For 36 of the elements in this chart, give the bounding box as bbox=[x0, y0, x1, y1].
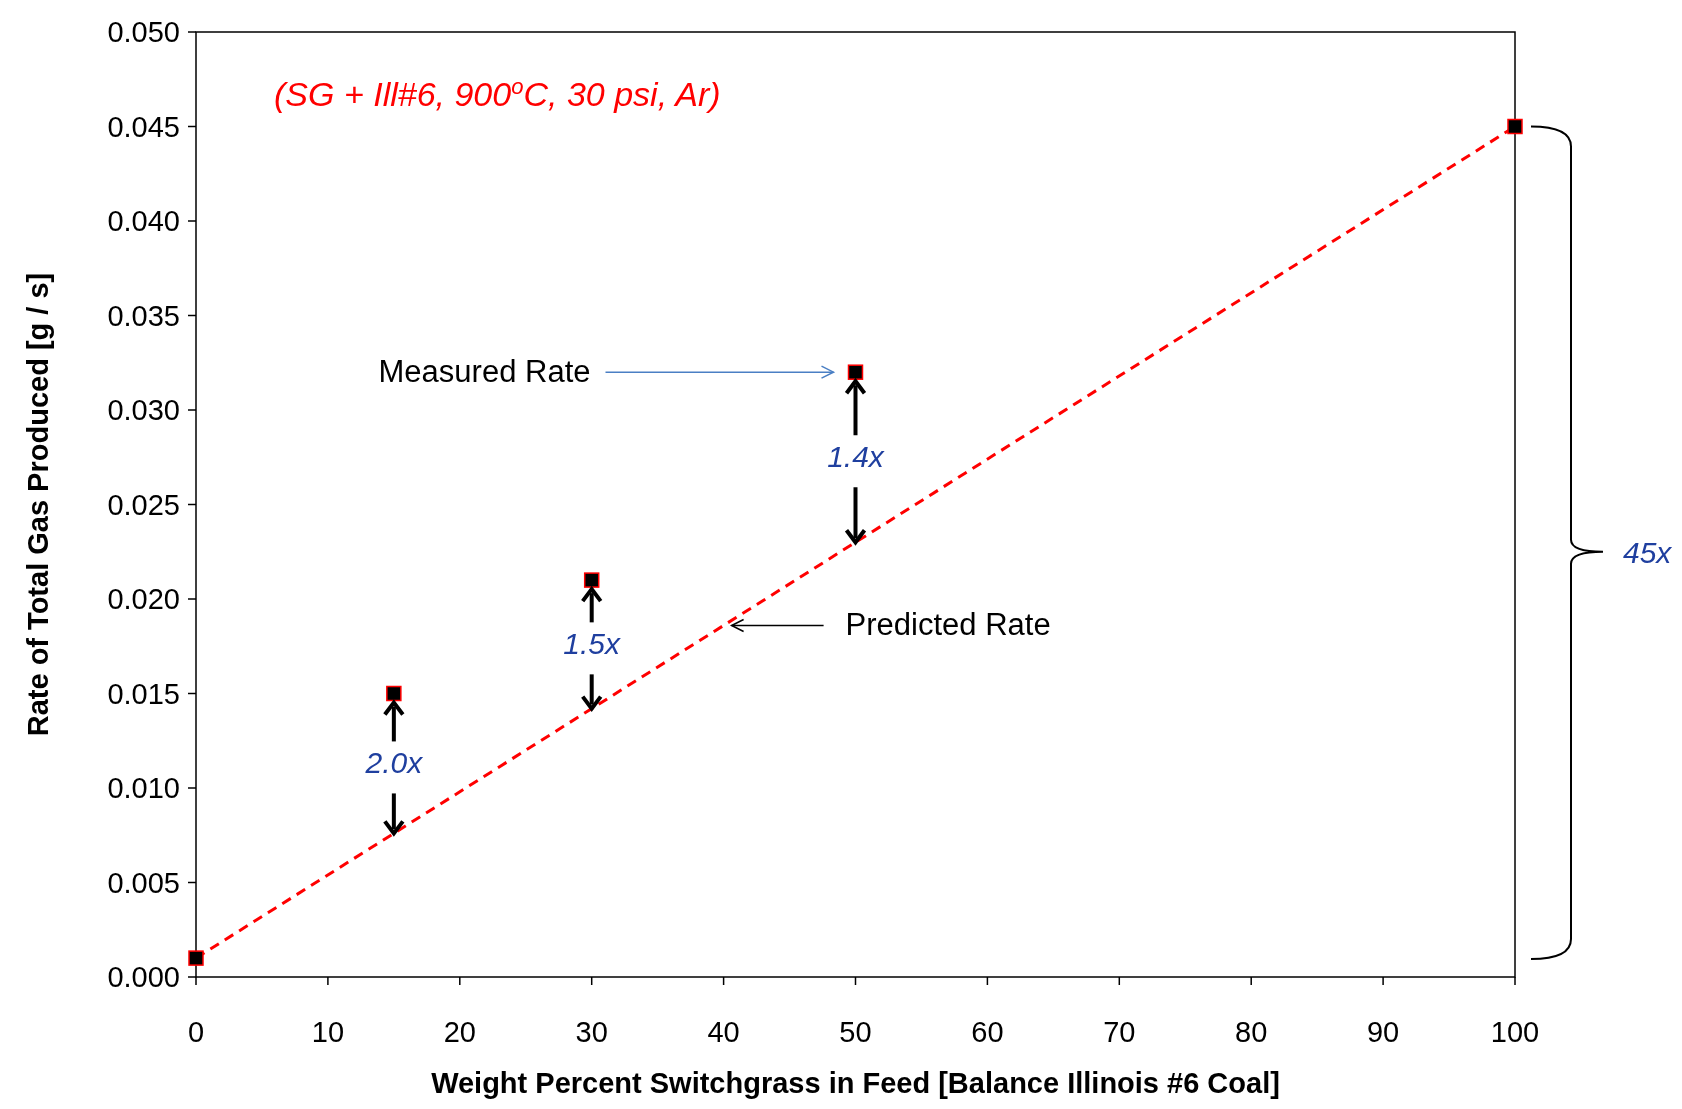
y-tick-label: 0.015 bbox=[107, 677, 180, 710]
y-tick-label: 0.000 bbox=[107, 961, 180, 993]
annotation: 1.4x bbox=[827, 440, 885, 474]
y-tick-label: 0.025 bbox=[107, 488, 180, 521]
annotation: Predicted Rate bbox=[845, 607, 1051, 643]
x-tick-label: 70 bbox=[1103, 1016, 1136, 1048]
x-tick-label: 100 bbox=[1490, 1016, 1540, 1048]
x-tick-label: 0 bbox=[187, 1016, 205, 1048]
annotation: 1.5x bbox=[563, 627, 622, 661]
y-tick-label: 0.005 bbox=[107, 866, 180, 899]
y-tick-label: 0.050 bbox=[107, 16, 180, 48]
y-tick-label: 0.020 bbox=[107, 583, 180, 615]
y-tick-label: 0.040 bbox=[107, 205, 180, 237]
text: 45x bbox=[1623, 535, 1673, 569]
x-tick-label: 80 bbox=[1235, 1016, 1268, 1048]
x-tick-label: 20 bbox=[443, 1016, 476, 1048]
point bbox=[188, 950, 204, 966]
point bbox=[386, 685, 402, 702]
x-axis-title: Weight Percent Switchgrass in Feed [Balance Illinois #6 Coal] bbox=[431, 1067, 1280, 1099]
point bbox=[583, 572, 600, 588]
y-axis-title: Rate of Total Gas Produced [g / s] bbox=[22, 272, 54, 737]
y-tick-label: 0.035 bbox=[107, 299, 180, 332]
annotation: Measured Rate bbox=[378, 354, 591, 390]
y-tick-label: 0.010 bbox=[107, 772, 180, 804]
point bbox=[1507, 118, 1523, 135]
annotation: 2.0x bbox=[364, 746, 424, 780]
x-tick-label: 10 bbox=[311, 1016, 345, 1048]
x-tick-label: 60 bbox=[971, 1016, 1004, 1048]
y-tick-label: 0.045 bbox=[107, 110, 180, 143]
annotation: (SG + Ill#6, 900$^{o}$C, 30 psi, Ar) bbox=[274, 73, 721, 113]
y-tick-label: 0.030 bbox=[107, 394, 180, 426]
point bbox=[847, 364, 864, 380]
x-tick-label: 50 bbox=[839, 1016, 872, 1048]
x-tick-label: 90 bbox=[1366, 1016, 1400, 1048]
x-tick-label: 40 bbox=[707, 1016, 740, 1048]
x-tick-label: 30 bbox=[575, 1016, 608, 1048]
